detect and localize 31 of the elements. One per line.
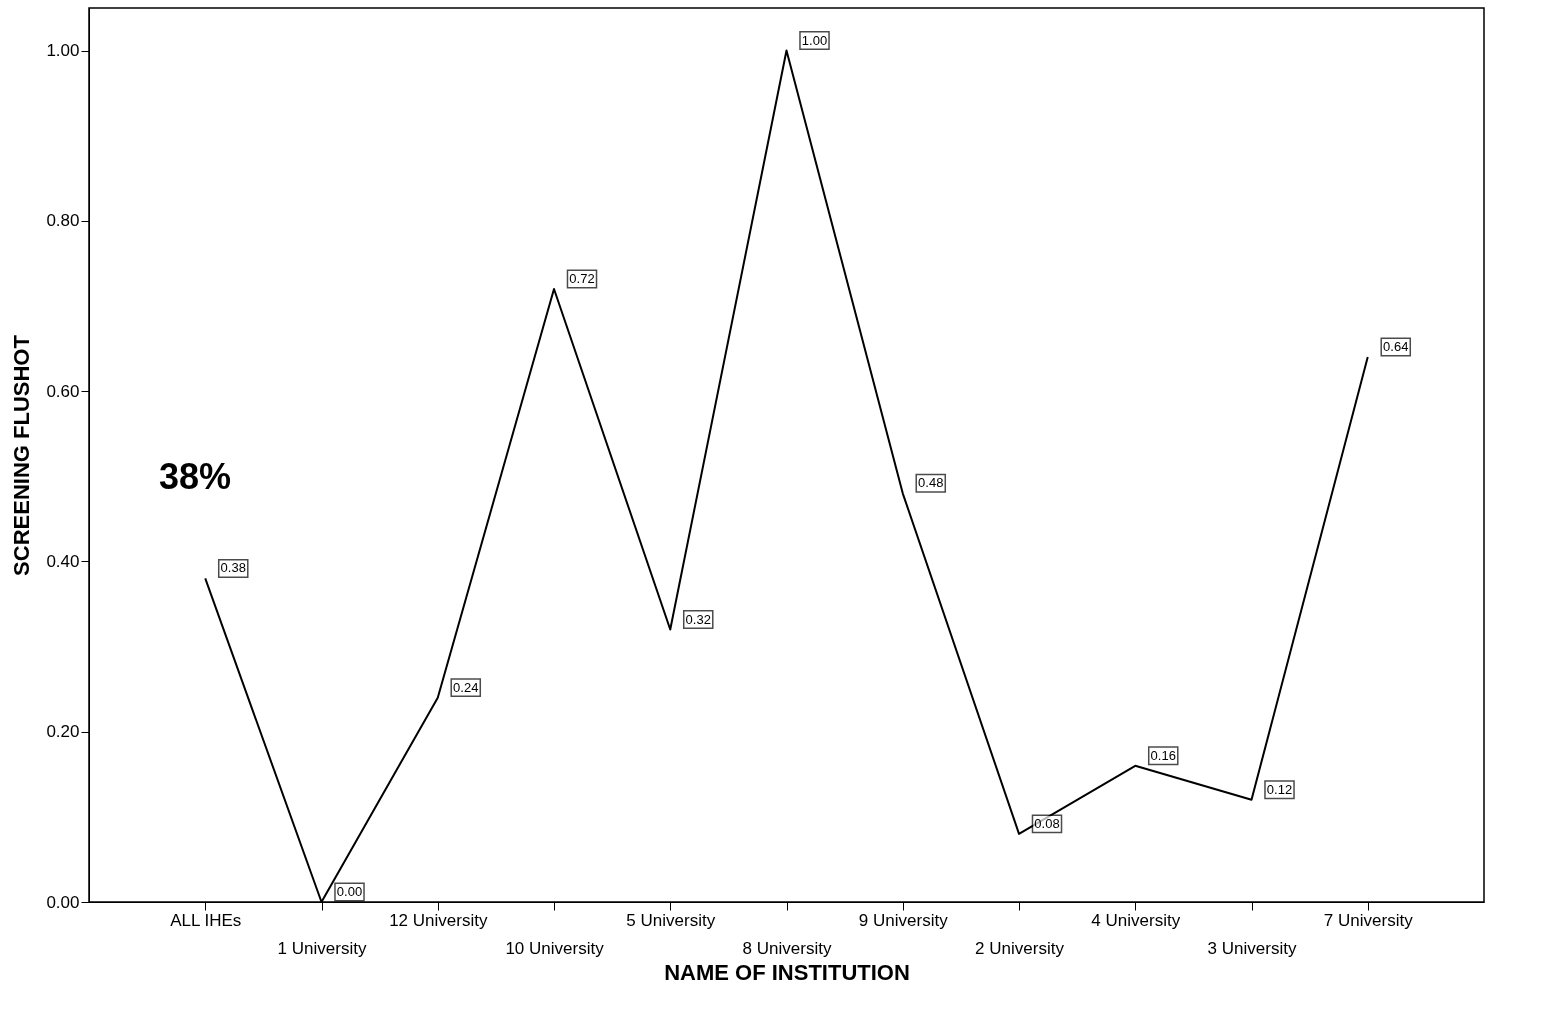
data-label: 0.08 bbox=[1034, 815, 1060, 831]
x-tick-label: 5 University bbox=[626, 910, 716, 930]
data-label: 1.00 bbox=[801, 32, 828, 48]
data-label: 0.64 bbox=[1383, 339, 1409, 355]
x-tick-label: 10 University bbox=[505, 938, 605, 958]
x-tick-label: ALL IHEs bbox=[170, 910, 242, 930]
data-label: 0.32 bbox=[685, 611, 711, 627]
annotation: 38% bbox=[159, 456, 232, 497]
x-tick-label: 3 University bbox=[1207, 938, 1297, 958]
x-tick-label: 4 University bbox=[1091, 910, 1181, 930]
y-tick-label: 0.60 bbox=[46, 381, 80, 401]
x-tick-label: 7 University bbox=[1323, 910, 1414, 930]
data-label: 0.12 bbox=[1266, 781, 1293, 797]
data-label: 0.16 bbox=[1150, 747, 1176, 763]
y-axis-title: SCREENING FLUSHOT bbox=[9, 334, 35, 576]
x-axis-title: NAME OF INSTITUTION bbox=[664, 959, 910, 985]
data-label: 0.38 bbox=[220, 560, 246, 576]
data-label: 0.00 bbox=[336, 884, 363, 899]
x-tick-label: 8 University bbox=[742, 938, 832, 958]
data-label: 0.48 bbox=[918, 475, 944, 491]
x-tick-label: 9 University bbox=[858, 910, 949, 930]
data-label: 0.72 bbox=[569, 270, 595, 286]
y-tick-label: 0.00 bbox=[46, 892, 80, 912]
y-tick-label: 0.40 bbox=[46, 551, 80, 571]
y-tick-label: 0.20 bbox=[46, 722, 80, 742]
y-tick-label: 1.00 bbox=[46, 41, 80, 61]
y-tick-label: 0.80 bbox=[46, 211, 80, 231]
x-tick-label: 12 University bbox=[389, 910, 488, 930]
x-tick-label: 2 University bbox=[975, 938, 1065, 958]
data-label: 0.24 bbox=[453, 679, 479, 695]
x-tick-label: 1 University bbox=[277, 938, 367, 958]
